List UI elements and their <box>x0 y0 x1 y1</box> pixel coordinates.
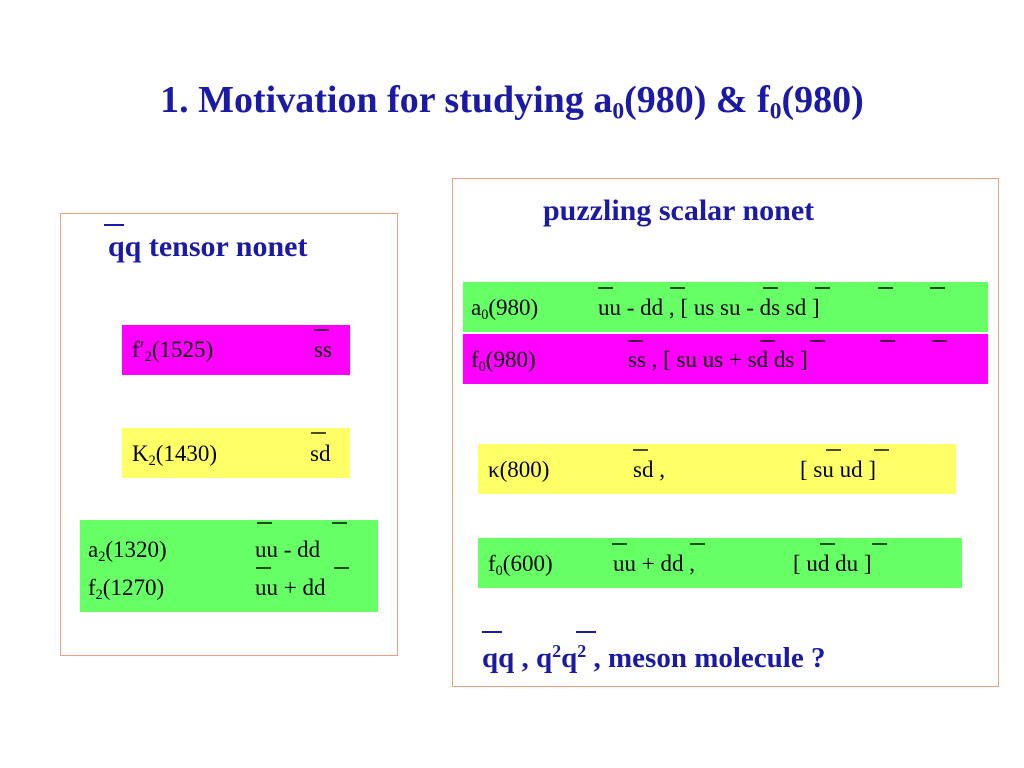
content-ss: ss <box>314 337 332 362</box>
f0-980-box: f0(980) ss , [ su us + sd ds ] <box>463 334 988 384</box>
page-title: 1. Motivation for studying a0(980) & f0(… <box>160 79 864 125</box>
f2-prime-1525-box: f′2(1525) ss <box>122 325 350 375</box>
a2-1320-label: a2(1320) <box>88 537 167 565</box>
a0-980-box: a0(980) uu - dd , [ us su - ds sd ] <box>463 282 988 332</box>
k2-1430-box: K2(1430) sd <box>122 428 350 478</box>
f2-content: uu + dd <box>255 575 326 600</box>
f0-600-box: f0(600) uu + dd , [ ud du ] <box>478 538 962 588</box>
scalar-footer: qq , q2q2 , meson molecule ? <box>482 641 826 674</box>
scalar-nonet-heading: puzzling scalar nonet <box>543 194 815 227</box>
f2-1270-label: f2(1270) <box>88 575 165 603</box>
a2-content: uu - dd <box>255 537 321 562</box>
kappa-800-box: κ(800) sd , [ su ud ] <box>478 444 956 494</box>
content-sd: sd <box>310 441 331 466</box>
scalar-nonet-panel <box>452 178 999 687</box>
tensor-nonet-panel <box>60 213 398 656</box>
tensor-nonet-heading: qq tensor nonet <box>108 230 308 263</box>
a2-f2-box: a2(1320) uu - dd f2(1270) uu + dd <box>80 520 378 612</box>
